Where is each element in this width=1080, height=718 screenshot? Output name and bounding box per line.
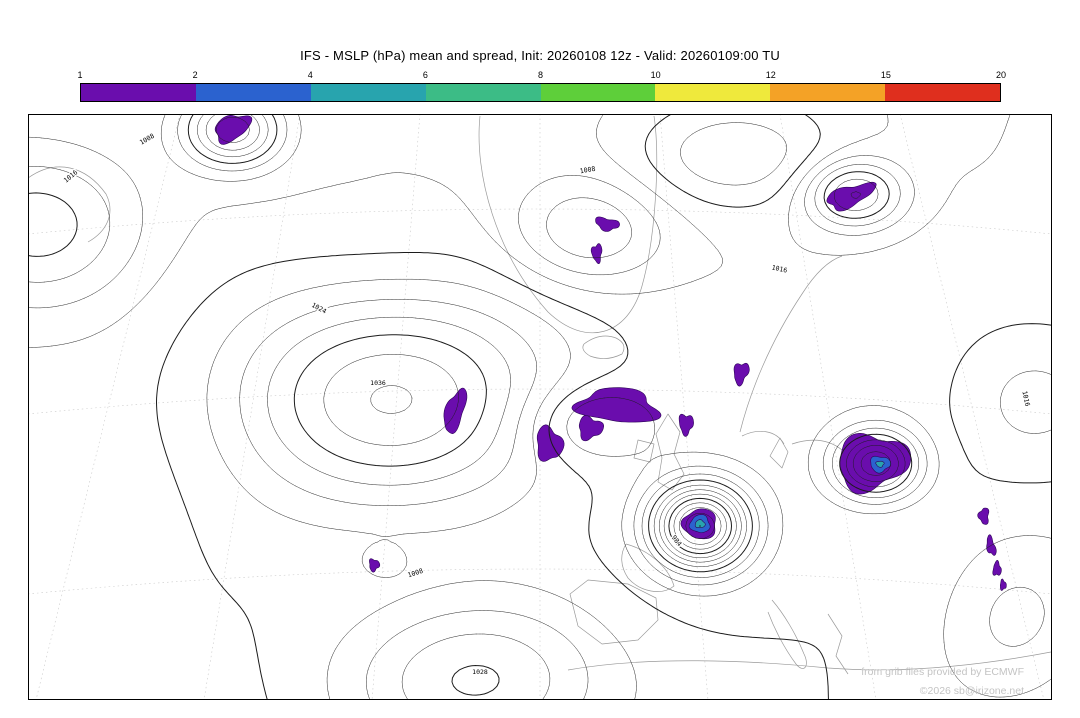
colorbar-tick-label: 12 bbox=[765, 70, 776, 80]
contour-label: 1008 bbox=[407, 567, 424, 579]
coastline bbox=[621, 543, 675, 592]
spread-region bbox=[694, 519, 706, 528]
attribution-line2: ©2026 sb@irizone.net bbox=[919, 685, 1024, 697]
colorbar-segment bbox=[81, 84, 196, 101]
graticule-line bbox=[28, 568, 1052, 595]
contour-label: 1024 bbox=[310, 301, 328, 315]
isobar-contour bbox=[685, 513, 715, 539]
colorbar-tick-label: 6 bbox=[422, 70, 428, 80]
colorbar-tick-label: 1 bbox=[77, 70, 83, 80]
spread-region bbox=[977, 507, 990, 525]
contour-label: 1008 bbox=[138, 132, 156, 147]
colorbar-tick-label: 8 bbox=[537, 70, 544, 80]
isobar-contour bbox=[679, 507, 722, 545]
contour-label: 1036 bbox=[370, 379, 386, 387]
spread-region bbox=[443, 387, 468, 435]
isobar-contour bbox=[215, 116, 891, 559]
colorbar-tick-label: 2 bbox=[192, 70, 198, 80]
graticule-line bbox=[203, 114, 301, 700]
isobar-contour bbox=[267, 316, 551, 700]
contour-label: 1008 bbox=[579, 165, 596, 176]
graticule-line bbox=[28, 208, 1052, 235]
spread-region bbox=[678, 413, 694, 437]
coastline bbox=[633, 439, 655, 463]
spread-region bbox=[578, 415, 605, 442]
spread-region bbox=[536, 424, 565, 462]
colorbar-segment bbox=[310, 84, 426, 101]
isobar-contour bbox=[673, 502, 727, 550]
spread-region bbox=[826, 181, 877, 212]
coastline bbox=[767, 599, 807, 669]
spread-colorbar: 1 2 4 6 8 10 12 15 20 bbox=[77, 70, 1006, 104]
coastline bbox=[567, 651, 1052, 671]
isobar-contour bbox=[28, 114, 1045, 647]
contour-label: 1016 bbox=[1020, 390, 1031, 407]
colorbar-segment bbox=[885, 84, 1000, 101]
colorbar-segment bbox=[425, 84, 541, 101]
spread-region bbox=[590, 243, 603, 265]
graticule-line bbox=[659, 114, 709, 700]
spread-region bbox=[369, 558, 381, 573]
isobar-contour bbox=[206, 122, 1052, 700]
contour-label: 1016 bbox=[62, 168, 79, 184]
spread-region bbox=[595, 216, 620, 232]
attribution: from grib files provided by ECMWF ©2026 … bbox=[861, 663, 1024, 701]
colorbar-segment bbox=[655, 84, 771, 101]
colorbar-tick-label: 15 bbox=[880, 70, 891, 80]
chart-title: IFS - MSLP (hPa) mean and spread, Init: … bbox=[300, 48, 780, 63]
colorbar-tick-row: 1 2 4 6 8 10 12 15 20 bbox=[77, 70, 1006, 83]
colorbar-tick-label: 10 bbox=[650, 70, 661, 80]
spread-region bbox=[875, 460, 885, 468]
isobar-contour bbox=[668, 497, 732, 555]
pressure-map-frame: 1016 1008 1008 1036 1024 1016 1016 1008 984 1028 bbox=[28, 114, 1052, 700]
colorbar-tick-label: 4 bbox=[307, 70, 313, 80]
spread-region bbox=[992, 560, 1002, 576]
spread-region bbox=[571, 387, 662, 423]
coastline bbox=[582, 335, 625, 359]
graticule-line bbox=[35, 114, 181, 700]
isobar-contour bbox=[239, 299, 589, 700]
colorbar-tick-label: 20 bbox=[995, 70, 1007, 80]
isobar-contour bbox=[197, 114, 906, 567]
coastline bbox=[827, 613, 849, 675]
colorbar-segment bbox=[195, 84, 311, 101]
isobar-contour bbox=[370, 385, 413, 414]
isobar-contour bbox=[205, 114, 899, 563]
isobar-contour bbox=[156, 114, 1052, 700]
isobar-contour bbox=[323, 354, 459, 446]
coastline bbox=[28, 166, 111, 243]
colorbar-bar bbox=[80, 83, 1001, 102]
map-border bbox=[28, 114, 1052, 700]
spread-region bbox=[999, 578, 1007, 591]
coastline bbox=[739, 255, 843, 433]
isobar-contour bbox=[28, 114, 913, 573]
isobar-contour bbox=[293, 334, 500, 696]
spread-region bbox=[733, 362, 750, 387]
isobar-contour bbox=[28, 114, 1052, 698]
colorbar-segment bbox=[770, 84, 886, 101]
attribution-line1: from grib files provided by ECMWF bbox=[861, 666, 1024, 678]
coastline bbox=[769, 437, 789, 469]
spread-region bbox=[214, 114, 253, 145]
isobar-contour bbox=[28, 114, 919, 578]
colorbar-segment bbox=[540, 84, 656, 101]
coastline bbox=[478, 115, 658, 334]
coastline bbox=[569, 579, 659, 645]
graticule-line bbox=[371, 114, 421, 700]
coastline bbox=[655, 413, 685, 491]
contour-label: 1016 bbox=[771, 264, 788, 275]
contour-label: 1028 bbox=[472, 668, 488, 676]
